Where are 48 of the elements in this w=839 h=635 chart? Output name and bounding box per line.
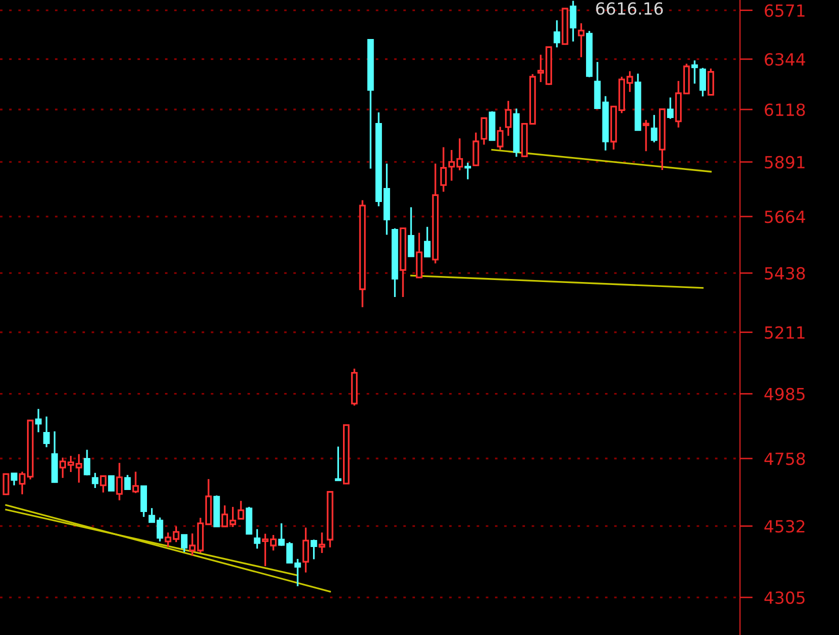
- candlestick: [578, 22, 584, 58]
- y-tick-label: 6344: [764, 53, 806, 66]
- candlestick: [2, 473, 10, 496]
- candlestick: [440, 146, 447, 193]
- y-tick-label: 6118: [764, 103, 805, 116]
- candlestick: [570, 0, 576, 42]
- candlestick: [691, 60, 698, 84]
- y-tick-label: 4305: [764, 591, 805, 604]
- candlestick: [124, 474, 131, 490]
- candlestick: [699, 67, 706, 98]
- candlestick: [10, 472, 18, 486]
- candlestick: [254, 528, 260, 550]
- candlestick: [310, 538, 318, 560]
- y-tick-label: 6571: [764, 4, 804, 17]
- candlestick: [132, 470, 139, 494]
- candlestick: [667, 96, 674, 120]
- candlestick: [642, 119, 650, 152]
- candlestick: [554, 19, 560, 48]
- annotation: 6616.16: [596, 2, 663, 15]
- candlestick: [43, 416, 50, 448]
- candlestick: [480, 117, 488, 146]
- candlestick: [180, 534, 188, 553]
- candlestick: [496, 126, 504, 151]
- candlestick: [505, 100, 512, 137]
- candlestick: [472, 132, 480, 166]
- y-tick-label: 5891: [764, 156, 804, 169]
- candlestick: [108, 475, 115, 492]
- candlestick: [116, 462, 123, 502]
- y-tick-label: 5438: [764, 267, 805, 280]
- candlestick: [464, 162, 472, 180]
- candlestick: [708, 68, 714, 96]
- candlestick: [92, 472, 98, 489]
- candlestick: [84, 448, 90, 476]
- candlestick: [35, 408, 42, 434]
- candlestick: [278, 522, 285, 547]
- y-tick-label: 4985: [764, 388, 805, 400]
- candlestick: [650, 114, 658, 144]
- y-tick-label: 5211: [764, 326, 804, 339]
- candlestick: [334, 446, 342, 482]
- y-tick-label: 5664: [764, 210, 806, 224]
- candlestick: [318, 532, 326, 554]
- candlestick: [238, 500, 244, 520]
- y-tick-label: 4532: [764, 520, 804, 533]
- candlestick: [302, 526, 310, 574]
- candlestick: [424, 226, 431, 258]
- y-tick-label: 4758: [764, 452, 805, 466]
- candlestick: [408, 206, 414, 258]
- candlestick: [100, 475, 106, 494]
